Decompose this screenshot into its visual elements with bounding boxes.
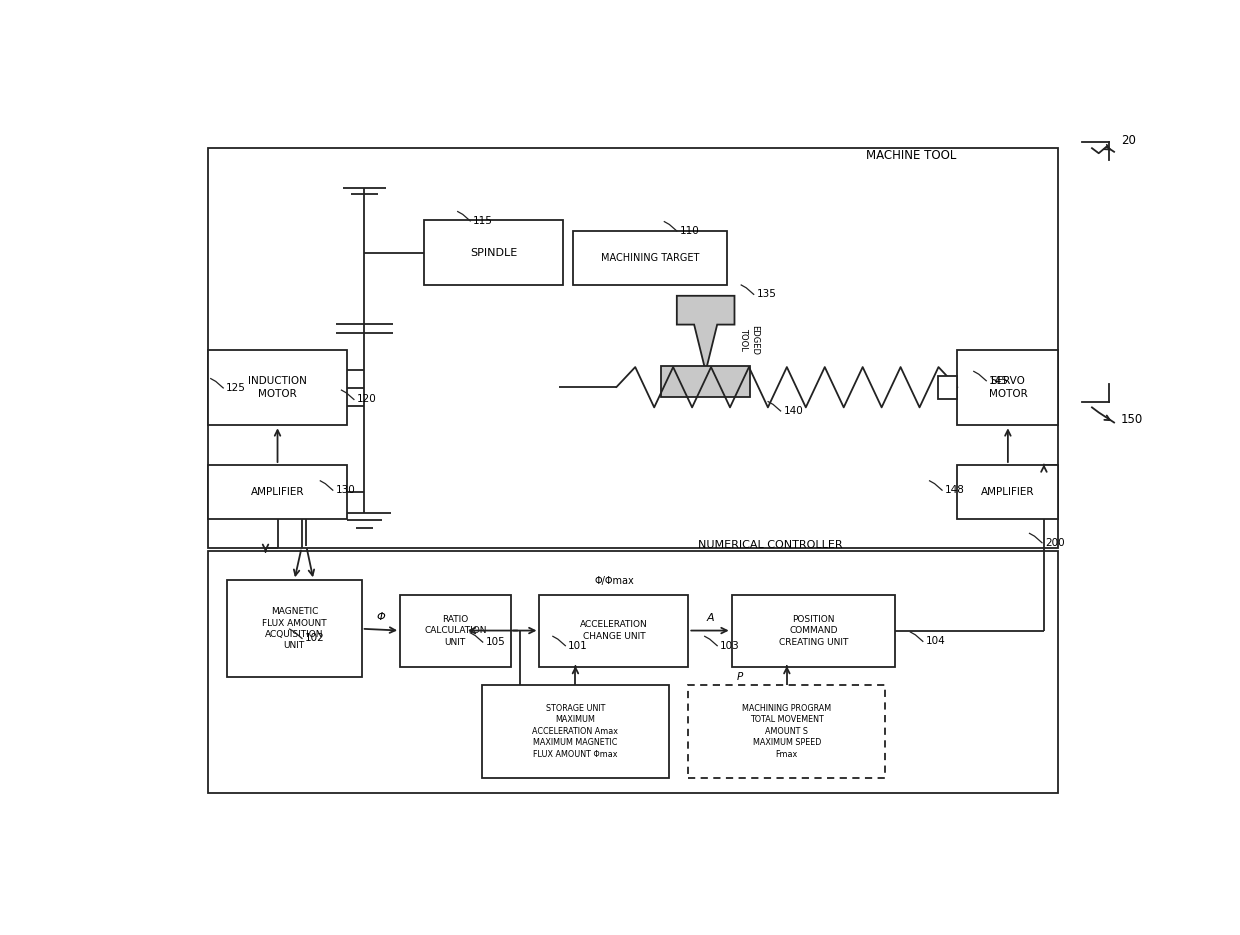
Text: MACHINING PROGRAM
TOTAL MOVEMENT
AMOUNT S
MAXIMUM SPEED
Fmax: MACHINING PROGRAM TOTAL MOVEMENT AMOUNT … [743,704,832,759]
Text: EDGED
TOOL: EDGED TOOL [739,324,759,354]
Bar [208,552,1058,793]
Bar [573,231,727,285]
Text: ACCELERATION
CHANGE UNIT: ACCELERATION CHANGE UNIT [580,620,647,640]
Bar [208,465,347,519]
Text: 120: 120 [357,395,377,405]
Text: 115: 115 [474,216,494,226]
Text: 125: 125 [226,383,246,393]
Bar [208,148,1058,548]
Text: NUMERICAL CONTROLLER: NUMERICAL CONTROLLER [698,539,843,550]
Text: 103: 103 [720,640,740,651]
Text: MAGNETIC
FLUX AMOUNT
ACQUISITION
UNIT: MAGNETIC FLUX AMOUNT ACQUISITION UNIT [262,607,326,651]
Text: 110: 110 [680,226,699,236]
Text: 104: 104 [926,637,945,646]
Text: 20: 20 [1121,134,1136,147]
Text: 105: 105 [486,637,506,647]
Text: MACHINE TOOL: MACHINE TOOL [866,149,956,162]
Bar [227,580,362,677]
Text: SERVO
MOTOR: SERVO MOTOR [988,376,1027,399]
Text: 130: 130 [336,485,356,496]
Text: AMPLIFIER: AMPLIFIER [981,487,1034,497]
Text: 145: 145 [990,376,1009,386]
Bar [939,376,957,398]
Bar [208,350,347,425]
Text: 135: 135 [756,289,776,299]
Text: P: P [737,672,743,683]
Text: RATIO
CALCULATION
UNIT: RATIO CALCULATION UNIT [424,614,486,646]
Bar [401,595,511,667]
Text: A: A [706,613,714,624]
Text: 148: 148 [945,485,965,496]
Text: 150: 150 [1121,413,1143,426]
Text: 102: 102 [305,634,325,643]
Bar [661,367,750,396]
Bar [732,595,895,667]
Bar [424,221,563,285]
Polygon shape [677,295,734,371]
Bar [539,595,688,667]
Text: 200: 200 [1045,538,1064,548]
Bar [481,684,670,778]
Text: 101: 101 [568,640,588,651]
Text: POSITION
COMMAND
CREATING UNIT: POSITION COMMAND CREATING UNIT [779,614,848,646]
Text: STORAGE UNIT
MAXIMUM
ACCELERATION Amax
MAXIMUM MAGNETIC
FLUX AMOUNT Φmax: STORAGE UNIT MAXIMUM ACCELERATION Amax M… [532,704,619,759]
Text: INDUCTION
MOTOR: INDUCTION MOTOR [248,376,308,399]
Text: Φ: Φ [377,611,386,622]
Text: Φ/Φmax: Φ/Φmax [594,576,634,586]
Bar [957,350,1058,425]
Text: SPINDLE: SPINDLE [470,248,517,257]
Bar [688,684,885,778]
Text: 140: 140 [784,406,804,416]
Text: MACHINING TARGET: MACHINING TARGET [600,253,699,263]
Bar [957,465,1058,519]
Text: AMPLIFIER: AMPLIFIER [250,487,304,497]
